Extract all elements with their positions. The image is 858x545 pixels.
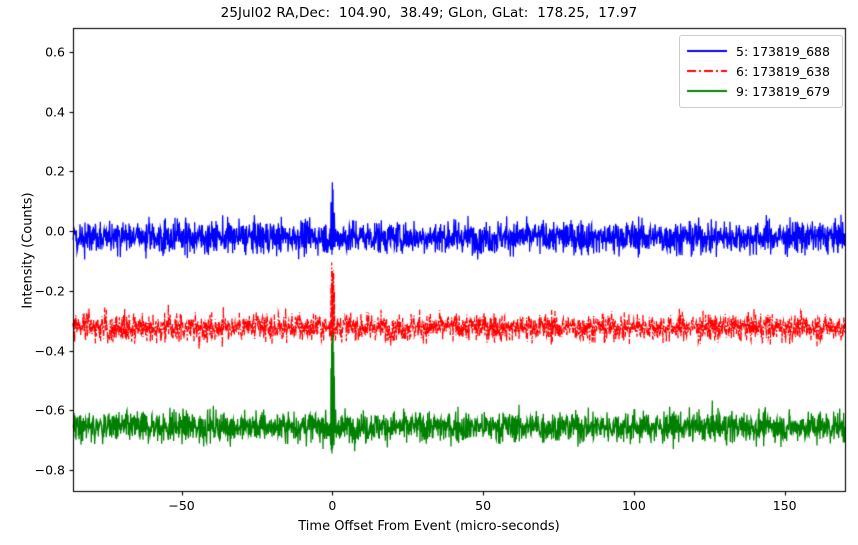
y-tick-label: −0.2: [34, 283, 65, 299]
y-tick-label: −0.4: [34, 343, 65, 359]
legend-item: 9: 173819_679: [686, 81, 836, 101]
legend-item: 5: 173819_688: [686, 41, 836, 61]
page-title: 25Jul02 RA,Dec: 104.90, 38.49; GLon, GLa…: [220, 5, 638, 21]
legend-line-sample-1: [686, 64, 728, 78]
x-tick-label: −50: [168, 498, 195, 513]
x-axis-label: Time Offset From Event (micro-seconds): [298, 519, 560, 534]
legend-label-1: 6: 173819_638: [736, 63, 830, 79]
x-tick-label: 50: [475, 498, 492, 513]
y-tick-label: 0.6: [45, 44, 65, 60]
legend-line-sample-2: [686, 84, 728, 98]
legend-item: 6: 173819_638: [686, 61, 836, 81]
y-tick-label: 0.2: [45, 163, 65, 179]
y-axis-label: Intensity (Counts): [20, 192, 36, 309]
legend-line-sample-0: [686, 44, 728, 58]
legend: 5: 173819_688 6: 173819_638 9: 173819_67…: [679, 35, 843, 108]
y-tick-label: 0.4: [45, 104, 65, 120]
y-tick-label: −0.8: [34, 462, 65, 478]
legend-label-0: 5: 173819_688: [736, 43, 830, 59]
x-tick-label: 100: [621, 498, 646, 513]
y-tick-label: 0.0: [45, 223, 65, 239]
x-tick-label: 150: [772, 498, 797, 513]
legend-label-2: 9: 173819_679: [736, 83, 830, 99]
x-tick-label: 0: [328, 498, 337, 513]
y-tick-label: −0.6: [34, 402, 65, 418]
